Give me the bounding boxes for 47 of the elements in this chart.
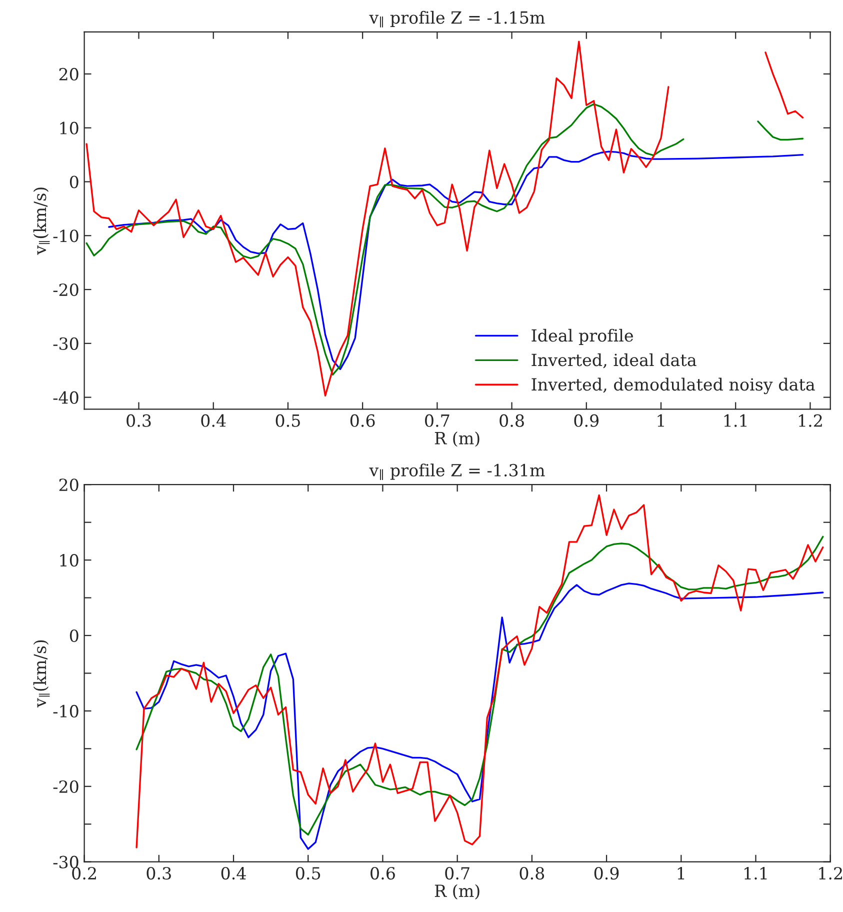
y-tick-label: -10 <box>53 230 78 242</box>
x-tick-label: 0.3 <box>126 414 151 427</box>
x-tick-label: 1 <box>678 866 684 880</box>
x-axis-title: R (m) <box>434 884 480 900</box>
y-tick-label: 20 <box>59 478 78 492</box>
y-tick-label: 20 <box>59 68 78 81</box>
x-axis-title: R (m) <box>434 432 480 447</box>
y-tick-label: -40 <box>53 391 78 404</box>
chart-title: v$_{∥}$ profile Z = -1.15m <box>369 10 545 28</box>
x-tick-label: 1.1 <box>724 414 746 427</box>
line-series <box>136 494 824 848</box>
x-tick-label: 0.7 <box>445 866 470 880</box>
x-tick-label: 0.3 <box>146 866 171 880</box>
x-tick-label: 0.5 <box>276 414 300 427</box>
line-series <box>136 536 824 836</box>
legend-label: Inverted, demodulated noisy data <box>532 378 815 394</box>
x-tick-label: 0.4 <box>221 866 246 880</box>
y-tick-label: 0 <box>70 629 78 642</box>
y-axis-title: v$_{∥}$(km/s) <box>33 188 50 255</box>
x-tick-label: 0.6 <box>350 414 375 427</box>
x-tick-label: 0.7 <box>425 414 450 427</box>
line-series <box>136 582 824 850</box>
y-tick-label: -30 <box>53 337 78 350</box>
x-tick-label: 0.9 <box>574 414 599 427</box>
x-tick-label: 0.5 <box>296 866 320 880</box>
x-tick-label: 0.2 <box>72 866 96 880</box>
chart-title: v$_{∥}$ profile Z = -1.31m <box>369 464 545 480</box>
x-tick-label: 0.6 <box>370 866 395 880</box>
x-tick-label: 0.9 <box>594 866 619 880</box>
x-tick-label: 0.8 <box>520 866 544 880</box>
y-tick-label: -20 <box>53 283 78 296</box>
line-series <box>108 150 804 370</box>
y-axis-title: v$_{∥}$(km/s) <box>33 640 50 708</box>
y-tick-label: -10 <box>53 704 78 718</box>
legend-label: Ideal profile <box>532 328 633 345</box>
x-tick-label: 0.8 <box>500 414 524 427</box>
y-tick-label: 0 <box>70 176 78 188</box>
x-tick-label: 1.1 <box>744 866 767 880</box>
x-tick-label: 0.4 <box>201 414 226 427</box>
x-tick-label: 1 <box>658 414 664 427</box>
y-tick-label: -30 <box>53 856 78 868</box>
y-tick-label: -20 <box>53 780 78 793</box>
y-tick-label: 10 <box>60 122 78 134</box>
x-tick-label: 1.2 <box>819 866 842 880</box>
y-tick-label: 10 <box>60 554 78 567</box>
legend-label: Inverted, ideal data <box>532 353 696 368</box>
x-tick-label: 1.2 <box>798 414 822 427</box>
